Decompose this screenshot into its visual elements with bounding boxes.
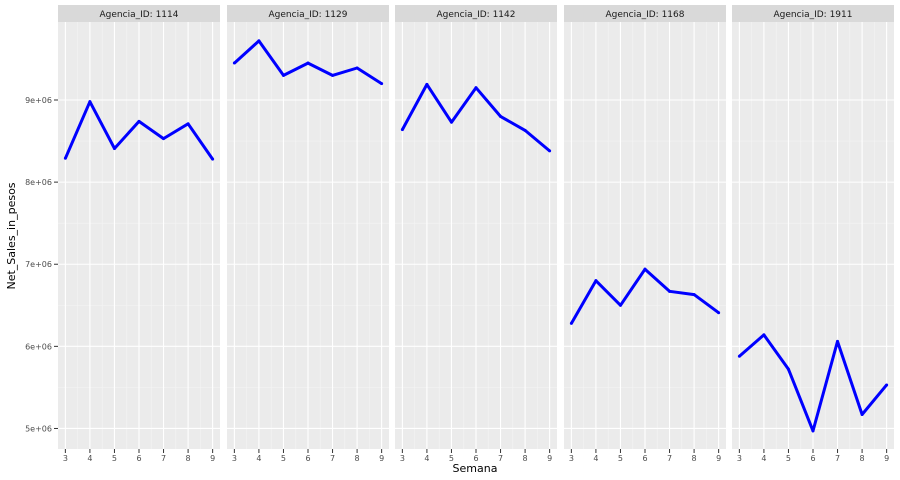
data-point bbox=[717, 311, 721, 315]
x-tick-label: 9 bbox=[379, 454, 384, 463]
x-tick-label: 8 bbox=[692, 454, 697, 463]
facet-panel: Agencia_ID: 1168 3 4 5 6 7 8 9 bbox=[564, 5, 726, 463]
facet-strip bbox=[732, 5, 894, 22]
data-point bbox=[232, 61, 236, 65]
data-point bbox=[594, 279, 598, 283]
facet-panel: Agencia_ID: 1911 3 4 5 6 7 8 9 bbox=[732, 5, 894, 463]
y-tick-label: 6e+06 bbox=[25, 342, 52, 351]
data-point bbox=[162, 137, 166, 141]
data-point bbox=[355, 66, 359, 70]
data-point bbox=[63, 156, 67, 160]
x-tick-label: 4 bbox=[593, 454, 598, 463]
x-tick-label: 4 bbox=[424, 454, 429, 463]
facet-panel: Agencia_ID: 1114 3 4 5 6 7 8 9 bbox=[58, 5, 220, 463]
data-point bbox=[137, 119, 141, 123]
facet-strip-label: Agencia_ID: 1911 bbox=[774, 10, 853, 20]
y-tick-label: 7e+06 bbox=[25, 260, 52, 269]
data-point bbox=[762, 333, 766, 337]
x-tick-label: 5 bbox=[449, 454, 454, 463]
data-point bbox=[569, 321, 573, 325]
facet-strip bbox=[564, 5, 726, 22]
x-tick-label: 6 bbox=[810, 454, 815, 463]
facet-panel: Agencia_ID: 1129 3 4 5 6 7 8 9 bbox=[227, 5, 389, 463]
data-point bbox=[860, 413, 864, 417]
x-tick-label: 8 bbox=[523, 454, 528, 463]
x-tick-label: 7 bbox=[667, 454, 672, 463]
x-tick-label: 7 bbox=[330, 454, 335, 463]
data-point bbox=[400, 128, 404, 132]
data-point bbox=[692, 293, 696, 297]
data-point bbox=[786, 367, 790, 371]
data-point bbox=[836, 339, 840, 343]
facet-strip-label: Agencia_ID: 1168 bbox=[606, 10, 685, 20]
data-point bbox=[331, 73, 335, 77]
x-tick-label: 4 bbox=[761, 454, 766, 463]
y-tick-label: 8e+06 bbox=[25, 178, 52, 187]
y-axis-title: Net_Sales_in_pesos bbox=[5, 182, 18, 289]
x-tick-label: 6 bbox=[473, 454, 478, 463]
facet-strip bbox=[58, 5, 220, 22]
data-point bbox=[523, 128, 527, 132]
x-tick-label: 8 bbox=[860, 454, 865, 463]
x-tick-label: 6 bbox=[642, 454, 647, 463]
data-point bbox=[257, 39, 261, 43]
x-tick-label: 9 bbox=[210, 454, 215, 463]
facet-strip-label: Agencia_ID: 1129 bbox=[269, 10, 348, 20]
data-point bbox=[380, 82, 384, 86]
data-point bbox=[668, 289, 672, 293]
data-point bbox=[281, 73, 285, 77]
x-tick-label: 9 bbox=[884, 454, 889, 463]
data-point bbox=[211, 157, 215, 161]
data-point bbox=[499, 114, 503, 118]
x-tick-label: 9 bbox=[716, 454, 721, 463]
data-point bbox=[737, 354, 741, 358]
y-tick-label: 5e+06 bbox=[25, 424, 52, 433]
x-tick-label: 3 bbox=[63, 454, 68, 463]
x-tick-label: 8 bbox=[186, 454, 191, 463]
x-tick-label: 3 bbox=[232, 454, 237, 463]
facet-panel: Agencia_ID: 1142 3 4 5 6 7 8 9 bbox=[395, 5, 557, 463]
data-point bbox=[88, 100, 92, 104]
x-tick-label: 3 bbox=[737, 454, 742, 463]
x-tick-label: 4 bbox=[256, 454, 261, 463]
x-tick-label: 5 bbox=[112, 454, 117, 463]
x-tick-label: 5 bbox=[786, 454, 791, 463]
x-axis-title: Semana bbox=[453, 462, 498, 475]
data-point bbox=[811, 429, 815, 433]
data-point bbox=[186, 122, 190, 126]
x-tick-label: 6 bbox=[136, 454, 141, 463]
x-tick-label: 5 bbox=[618, 454, 623, 463]
x-tick-label: 9 bbox=[547, 454, 552, 463]
facet-strip-label: Agencia_ID: 1142 bbox=[437, 10, 516, 20]
data-point bbox=[425, 82, 429, 86]
data-point bbox=[112, 146, 116, 150]
facet-strip bbox=[395, 5, 557, 22]
x-tick-label: 8 bbox=[355, 454, 360, 463]
x-tick-label: 7 bbox=[835, 454, 840, 463]
data-point bbox=[885, 383, 889, 387]
x-tick-label: 5 bbox=[281, 454, 286, 463]
facet-strip-label: Agencia_ID: 1114 bbox=[100, 10, 179, 20]
data-point bbox=[449, 120, 453, 124]
data-point bbox=[643, 267, 647, 271]
x-tick-label: 7 bbox=[498, 454, 503, 463]
data-point bbox=[618, 303, 622, 307]
x-tick-label: 4 bbox=[87, 454, 92, 463]
data-point bbox=[474, 86, 478, 90]
x-tick-label: 6 bbox=[305, 454, 310, 463]
y-tick-label: 9e+06 bbox=[25, 96, 52, 105]
x-tick-label: 7 bbox=[161, 454, 166, 463]
x-tick-label: 3 bbox=[400, 454, 405, 463]
x-tick-label: 3 bbox=[569, 454, 574, 463]
facet-strip bbox=[227, 5, 389, 22]
data-point bbox=[548, 149, 552, 153]
data-point bbox=[306, 61, 310, 65]
